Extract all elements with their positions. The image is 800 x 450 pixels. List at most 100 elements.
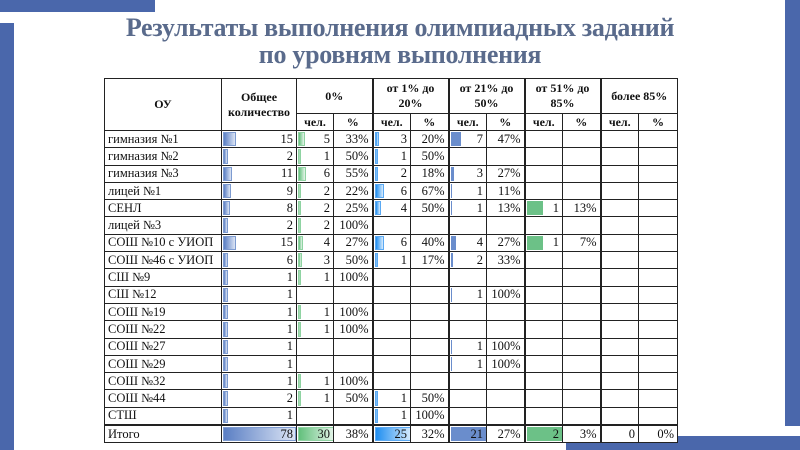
percent-low [410, 216, 449, 235]
subheader-pct: % [638, 113, 678, 131]
percent-zero-value: 100% [339, 218, 369, 233]
count-high [523, 320, 563, 339]
data-bar [223, 339, 228, 354]
percent-high-value: 3% [579, 426, 597, 441]
school-name-value: СОШ №44 [108, 391, 166, 406]
percent-mid-value: 100% [491, 356, 521, 371]
percent-mid-value: 11% [498, 183, 521, 198]
count-zero [296, 337, 334, 356]
school-name: СОШ №46 с УИОП [104, 251, 222, 270]
total-count: 2 [221, 147, 297, 166]
school-name: гимназия №3 [104, 164, 222, 183]
percent-low-value: 50% [421, 200, 445, 215]
count-high [523, 389, 563, 408]
data-bar [450, 183, 452, 199]
count-mid-value: 3 [476, 166, 483, 181]
count-high [523, 268, 563, 287]
count-high [523, 129, 563, 149]
data-bar [298, 149, 302, 164]
count-mid: 4 [447, 233, 487, 253]
percent-low [410, 302, 449, 322]
header-ou: ОУ [104, 78, 222, 131]
table-row: СШ №9 1 1 100% [104, 268, 678, 287]
percent-high [562, 302, 601, 322]
percent-zero [333, 406, 373, 426]
count-zero: 1 [296, 268, 334, 287]
percent-over85-value: 0% [657, 426, 674, 441]
total-count: 1 [221, 406, 297, 426]
percent-zero-value: 38% [345, 426, 369, 441]
percent-low-value: 17% [421, 252, 445, 267]
decorative-bar-left [0, 23, 14, 450]
school-name-value: гимназия №1 [108, 131, 179, 146]
total-count-value: 1 [286, 339, 293, 354]
total-count-value: 11 [280, 166, 293, 181]
count-mid: 3 [447, 164, 487, 183]
data-bar [450, 235, 456, 251]
data-bar [223, 218, 228, 233]
count-zero: 2 [296, 216, 334, 235]
table-row: СЕНЛ 8 2 25% 4 50% 1 13% 1 13% [104, 199, 678, 218]
percent-zero: 50% [333, 389, 373, 408]
count-high-value: 1 [552, 235, 559, 250]
decorative-bar-top [0, 0, 155, 12]
percent-low [410, 354, 449, 374]
school-name: гимназия №2 [104, 147, 222, 166]
data-bar [374, 166, 378, 181]
percent-low: 32% [410, 424, 449, 444]
data-bar [223, 183, 231, 199]
count-mid [447, 147, 487, 166]
percent-zero: 100% [333, 320, 373, 339]
total-count-value: 1 [286, 373, 293, 388]
count-zero-value: 2 [323, 218, 330, 233]
percent-high [562, 320, 601, 339]
percent-high [562, 389, 601, 408]
count-high [523, 372, 563, 391]
count-zero: 6 [296, 164, 334, 183]
data-bar [223, 287, 228, 302]
subheader-pct: % [486, 113, 525, 131]
count-zero [296, 285, 334, 304]
count-high [523, 354, 563, 374]
percent-mid: 27% [486, 164, 525, 183]
percent-over85 [638, 251, 678, 270]
header-total: Общее количество [221, 78, 297, 131]
count-mid [447, 372, 487, 391]
data-bar [223, 235, 237, 251]
slide-title-line1: Результаты выполнения олимпиадных задани… [125, 13, 675, 42]
count-zero: 1 [296, 372, 334, 391]
table-row: СОШ №10 с УИОП 15 4 27% 6 40% 4 27% 1 7% [104, 233, 678, 253]
total-count: 1 [221, 354, 297, 374]
data-bar [298, 201, 302, 216]
percent-low [410, 337, 449, 356]
count-low: 1 [371, 406, 411, 426]
percent-low [410, 268, 449, 287]
percent-high: 3% [562, 424, 601, 444]
data-bar [374, 132, 380, 147]
data-bar [374, 408, 378, 424]
data-bar [298, 218, 302, 233]
count-zero: 1 [296, 320, 334, 339]
percent-high [562, 354, 601, 374]
percent-mid [486, 268, 525, 287]
totals-row: Итого 78 30 38% 25 32% 21 27% 2 3% 0 0% [104, 424, 678, 444]
count-low-value: 1 [400, 391, 407, 406]
percent-mid-value: 100% [491, 339, 521, 354]
subheader-people: чел. [296, 113, 334, 131]
percent-zero: 33% [333, 129, 373, 149]
data-bar [374, 235, 384, 251]
subheader-people: чел. [371, 113, 411, 131]
table-row: лицей №3 2 2 100% [104, 216, 678, 235]
percent-zero: 27% [333, 233, 373, 253]
data-bar [450, 201, 452, 216]
count-low: 6 [371, 233, 411, 253]
percent-low [410, 372, 449, 391]
percent-over85: 0% [638, 424, 678, 444]
percent-over85 [638, 285, 678, 304]
data-bar [298, 183, 302, 199]
percent-zero-value: 25% [345, 200, 369, 215]
percent-mid [486, 320, 525, 339]
count-mid-value: 1 [476, 356, 483, 371]
total-count-value: 1 [286, 270, 293, 285]
count-high [523, 181, 563, 201]
